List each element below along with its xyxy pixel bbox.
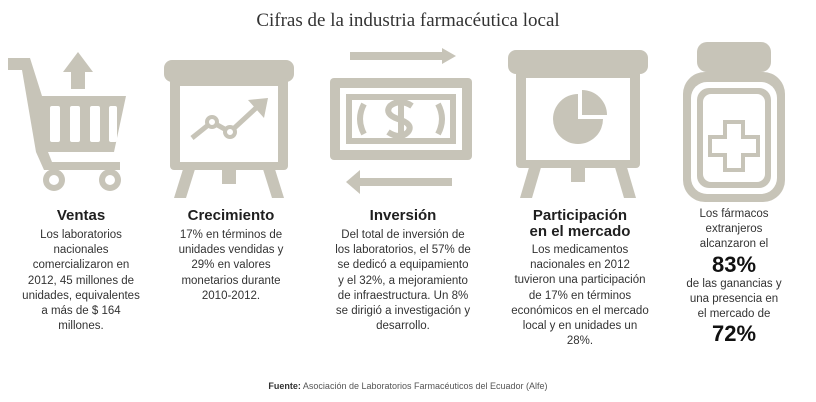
presentation-chart-up-icon — [164, 60, 294, 198]
ventas-text: Los laboratorios nacionales comercializa… — [22, 229, 140, 333]
crecimiento-heading: Crecimiento — [187, 207, 275, 224]
money-exchange-arrows-icon — [330, 48, 472, 194]
ventas-heading: Ventas — [56, 207, 106, 224]
participacion-heading: Participación en el mercado — [529, 207, 631, 240]
extranjeros-text: Los fármacos extranjeros alcanzaron el 8… — [672, 207, 796, 346]
inversion-heading: Inversión — [369, 207, 437, 224]
source-note: Fuente: Asociación de Laboratorios Farma… — [0, 381, 816, 391]
source-label: Fuente: — [268, 381, 301, 391]
participacion-text: Los medicamentos nacionales en 2012 tuvi… — [511, 244, 649, 348]
stat-83-percent: 83% — [711, 251, 757, 277]
presentation-pie-chart-icon — [508, 50, 648, 198]
inversion-text: Del total de inversión de los laboratori… — [335, 229, 471, 333]
page-title: Cifras de la industria farmacéutica loca… — [256, 10, 560, 31]
shopping-cart-up-arrow-icon — [8, 52, 126, 191]
source-text: Asociación de Laboratorios Farmacéuticos… — [300, 381, 548, 391]
stat-72-percent: 72% — [711, 321, 757, 347]
crecimiento-text: 17% en términos de unidades vendidas y 2… — [178, 229, 284, 302]
medicine-bottle-cross-icon — [683, 42, 785, 202]
